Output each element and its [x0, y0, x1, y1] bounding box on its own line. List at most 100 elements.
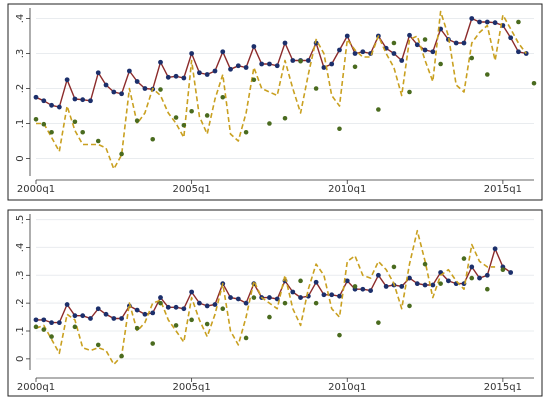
y-tick-label: .3 — [15, 49, 26, 59]
series-marker — [329, 61, 335, 67]
scatter-point — [485, 286, 490, 292]
scatter-point — [251, 77, 257, 83]
scatter-point — [220, 306, 226, 312]
series-marker — [56, 320, 62, 326]
series-marker — [430, 282, 436, 288]
series-marker — [197, 70, 202, 76]
scatter-point — [150, 341, 156, 346]
series-marker — [469, 264, 475, 270]
series-marker — [375, 272, 381, 278]
series-marker — [119, 91, 124, 97]
series-marker — [212, 68, 218, 74]
scatter-point — [33, 117, 39, 122]
scatter-point — [298, 58, 303, 64]
series-marker — [80, 313, 86, 319]
series-marker — [142, 86, 148, 91]
series-marker — [228, 66, 233, 72]
scatter-point — [173, 323, 179, 328]
series-marker — [158, 59, 163, 65]
scatter-point — [313, 300, 319, 306]
series-marker — [173, 304, 179, 310]
series-marker — [422, 47, 428, 53]
dashed-series-line — [36, 10, 527, 170]
scatter-point — [337, 332, 342, 338]
x-tick-label: 2000q1 — [17, 382, 55, 393]
y-tick-label: 0 — [15, 155, 26, 161]
series-marker — [189, 51, 195, 56]
scatter-point — [352, 284, 358, 289]
series-marker — [477, 275, 482, 281]
series-marker — [103, 82, 109, 88]
scatter-point — [485, 72, 490, 77]
plot-frame — [7, 3, 543, 201]
series-marker — [267, 61, 272, 67]
series-marker — [399, 284, 405, 289]
series-marker — [508, 270, 514, 275]
series-marker — [33, 317, 39, 323]
series-marker — [329, 292, 335, 298]
series-marker — [235, 63, 241, 69]
scatter-point — [220, 94, 226, 100]
scatter-point — [204, 113, 210, 118]
series-marker — [95, 306, 101, 312]
series-marker — [484, 19, 490, 25]
scatter-point — [95, 342, 101, 348]
series-marker — [204, 303, 210, 309]
series-marker — [134, 79, 140, 84]
x-tick-label: 2015q1 — [484, 184, 522, 195]
scatter-point — [95, 138, 101, 144]
scatter-point — [438, 281, 443, 286]
series-marker — [126, 68, 132, 74]
series-marker — [49, 320, 54, 326]
scatter-point — [49, 334, 54, 339]
series-marker — [492, 20, 498, 26]
series-marker — [181, 75, 187, 81]
series-marker — [344, 33, 350, 39]
y-tick-label: .1 — [15, 119, 26, 129]
scatter-point — [33, 324, 39, 330]
scatter-point — [407, 303, 412, 309]
x-tick-label: 2010q1 — [328, 382, 366, 393]
series-marker — [267, 295, 272, 300]
series-marker — [158, 295, 163, 300]
series-marker — [119, 316, 124, 321]
scatter-point — [391, 40, 397, 46]
series-marker — [88, 98, 93, 104]
series-marker — [305, 58, 311, 63]
scatter-point — [49, 129, 54, 135]
series-marker — [197, 300, 202, 306]
series-marker — [165, 304, 171, 310]
series-marker — [368, 288, 373, 294]
y-tick-label: .5 — [15, 215, 26, 225]
series-marker — [360, 49, 366, 55]
scatter-point — [189, 108, 194, 114]
scatter-point — [267, 314, 272, 320]
scatter-point — [352, 64, 358, 70]
scatter-point — [376, 107, 381, 112]
series-marker — [251, 44, 257, 49]
series-marker — [414, 42, 420, 48]
scatter-point — [204, 321, 210, 327]
series-marker — [313, 279, 319, 285]
y-tick-label: .3 — [15, 271, 26, 281]
scatter-point — [267, 121, 272, 126]
series-marker — [49, 102, 54, 108]
series-marker — [282, 40, 288, 46]
y-tick-label: 0 — [15, 356, 26, 362]
series-marker — [41, 317, 47, 323]
series-marker — [41, 98, 47, 104]
series-marker — [243, 300, 249, 306]
series-marker — [142, 311, 148, 317]
series-marker — [352, 51, 358, 56]
scatter-point — [313, 86, 319, 91]
series-marker — [492, 246, 498, 252]
series-marker — [430, 49, 436, 55]
series-marker — [290, 289, 296, 295]
series-marker — [274, 63, 280, 69]
scatter-point — [134, 118, 140, 123]
series-marker — [235, 296, 241, 302]
plot-frame — [7, 209, 543, 397]
series-marker — [134, 307, 140, 313]
series-marker — [414, 281, 420, 287]
series-marker — [446, 278, 451, 284]
